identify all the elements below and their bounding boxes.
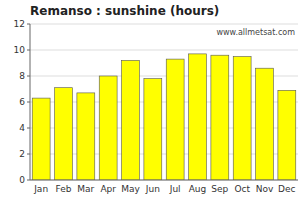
grid-line <box>30 24 298 25</box>
watermark: www.allmetsat.com <box>217 28 296 37</box>
bar <box>189 54 207 180</box>
bars <box>32 54 296 180</box>
y-tick-label: 12 <box>14 19 25 29</box>
x-tick-label: Mar <box>77 184 94 194</box>
x-tick-label: Nov <box>256 184 274 194</box>
y-tick-label: 6 <box>19 97 25 107</box>
grid-line <box>30 50 298 51</box>
x-tick-label: Jul <box>169 184 181 194</box>
x-tick-label: Sep <box>211 184 228 194</box>
y-tick-label: 4 <box>19 123 25 133</box>
grid-line <box>30 180 298 181</box>
bar <box>77 93 95 180</box>
grid <box>30 24 298 180</box>
bar <box>122 60 140 180</box>
y-tick-label: 2 <box>19 149 25 159</box>
y-axis <box>30 24 31 180</box>
chart-container: 0 2 4 6 8 10 12 Jan Feb Mar Apr May Jun Jul Aug Sep Oct N… <box>0 0 306 200</box>
bar <box>166 59 184 180</box>
x-tick-label: Jun <box>145 184 160 194</box>
x-tick-label: May <box>121 184 140 194</box>
y-tick-label: 10 <box>14 45 26 55</box>
y-tick-label: 8 <box>19 71 25 81</box>
bar <box>55 88 73 180</box>
x-axis <box>30 180 298 181</box>
bar <box>233 57 251 181</box>
chart: 0 2 4 6 8 10 12 Jan Feb Mar Apr May Jun Jul Aug Sep Oct N… <box>0 0 306 200</box>
bar <box>211 55 229 180</box>
x-tick-label: Feb <box>56 184 72 194</box>
bar <box>99 76 117 180</box>
x-tick-label: Oct <box>234 184 250 194</box>
title: Remanso : sunshine (hours) <box>30 4 219 18</box>
bar <box>32 98 50 180</box>
x-tick-label: Aug <box>189 184 207 194</box>
x-tick-label: Jan <box>33 184 48 194</box>
x-tick-label: Apr <box>100 184 116 194</box>
bar <box>144 79 162 180</box>
y-tick-label: 0 <box>19 175 25 185</box>
bar <box>278 90 296 180</box>
bar <box>256 68 274 180</box>
x-tick-label: Dec <box>278 184 295 194</box>
